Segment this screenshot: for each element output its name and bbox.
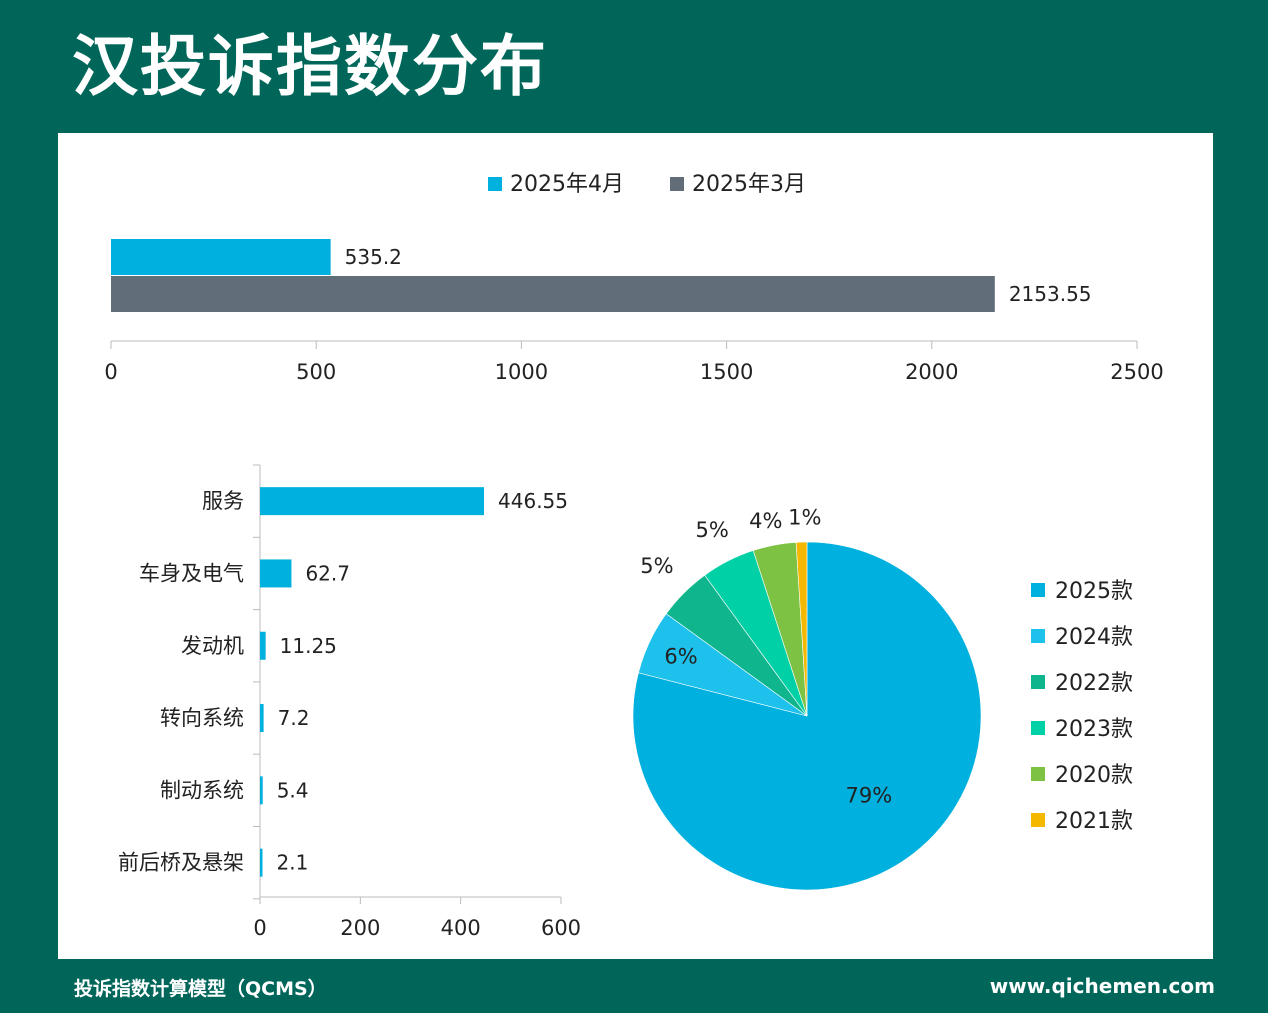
bar-2025年4月 xyxy=(111,239,331,275)
pie-legend-swatch-2024款 xyxy=(1031,629,1045,643)
legend-swatch-2 xyxy=(670,177,684,191)
pie-legend-swatch-2023款 xyxy=(1031,721,1045,735)
data-label-制动系统: 5.4 xyxy=(277,778,309,802)
category-label-服务: 服务 xyxy=(202,489,244,513)
x-tick-label-bottom-600: 600 xyxy=(541,916,581,940)
category-label-车身及电气: 车身及电气 xyxy=(139,561,244,585)
category-label-制动系统: 制动系统 xyxy=(160,778,244,802)
pie-label-2024款: 6% xyxy=(664,645,697,669)
bar-前后桥及悬架 xyxy=(260,848,263,877)
pie-label-2025款: 79% xyxy=(846,784,893,808)
pie-legend-label-2021款: 2021款 xyxy=(1055,809,1133,834)
category-label-转向系统: 转向系统 xyxy=(160,706,244,730)
data-label-车身及电气: 62.7 xyxy=(305,561,350,585)
x-tick-label-0: 0 xyxy=(104,360,117,384)
category-label-发动机: 发动机 xyxy=(181,634,244,658)
x-tick-label-2500: 2500 xyxy=(1110,360,1163,384)
data-label-前后桥及悬架: 2.1 xyxy=(277,851,309,875)
bar-发动机 xyxy=(260,631,266,660)
footer-website: www.qichemen.com xyxy=(989,974,1215,998)
pie-label-2023款: 5% xyxy=(696,518,729,542)
bar-车身及电气 xyxy=(260,559,292,588)
pie-legend-label-2020款: 2020款 xyxy=(1055,763,1133,788)
data-label-1: 535.2 xyxy=(345,245,402,269)
pie-label-2022款: 5% xyxy=(640,554,673,578)
pie-legend-swatch-2020款 xyxy=(1031,767,1045,781)
pie-label-2021款: 1% xyxy=(788,506,821,530)
legend-label-1: 2025年4月 xyxy=(510,172,624,197)
data-label-转向系统: 7.2 xyxy=(278,706,310,730)
x-tick-label-500: 500 xyxy=(296,360,336,384)
bar-制动系统 xyxy=(260,776,263,805)
x-tick-label-1000: 1000 xyxy=(495,360,548,384)
chart-panel: 2025年4月 2025年3月 535.2 2153.55 0 500 1000 1500 20… xyxy=(58,133,1213,959)
data-label-服务: 446.55 xyxy=(498,489,568,513)
pie-legend-swatch-2021款 xyxy=(1031,813,1045,827)
category-label-前后桥及悬架: 前后桥及悬架 xyxy=(118,851,244,875)
footer-model-name: 投诉指数计算模型（QCMS） xyxy=(74,978,327,1000)
x-tick-label-bottom-0: 0 xyxy=(253,916,266,940)
x-tick-label-1500: 1500 xyxy=(700,360,753,384)
legend-label-2: 2025年3月 xyxy=(692,172,806,197)
data-label-2: 2153.55 xyxy=(1009,282,1092,306)
pie-legend-label-2024款: 2024款 xyxy=(1055,625,1133,650)
bar-2025年3月 xyxy=(111,276,995,312)
pie-label-2020款: 4% xyxy=(749,509,782,533)
pie-legend-swatch-2025款 xyxy=(1031,583,1045,597)
page-title: 汉投诉指数分布 xyxy=(72,28,548,105)
bar-转向系统 xyxy=(260,704,264,733)
x-tick-label-bottom-400: 400 xyxy=(441,916,481,940)
data-label-发动机: 11.25 xyxy=(280,634,337,658)
bar-服务 xyxy=(260,487,485,516)
pie-legend-label-2023款: 2023款 xyxy=(1055,717,1133,742)
pie-slice-2021款 xyxy=(795,541,808,717)
pie-legend-label-2022款: 2022款 xyxy=(1055,671,1133,696)
x-tick-label-bottom-200: 200 xyxy=(340,916,380,940)
pie-legend-swatch-2022款 xyxy=(1031,675,1045,689)
charts-svg: 2025年4月 2025年3月 535.2 2153.55 0 500 1000 1500 20… xyxy=(104,172,1163,940)
legend-swatch-1 xyxy=(488,177,502,191)
x-tick-label-2000: 2000 xyxy=(905,360,958,384)
pie-legend-label-2025款: 2025款 xyxy=(1055,579,1133,604)
